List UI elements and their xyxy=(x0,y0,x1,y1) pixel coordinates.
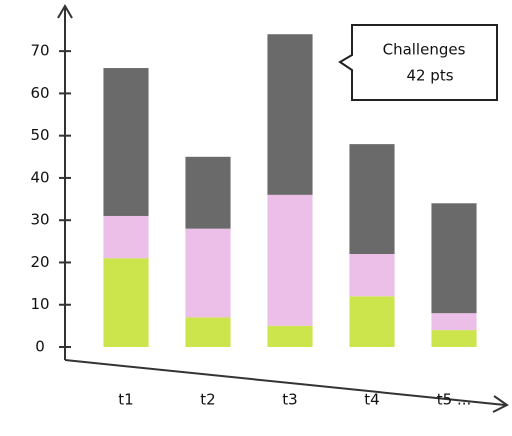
annotation-title: Challenges xyxy=(383,41,466,59)
bar-segment xyxy=(349,254,395,297)
y-tick-label: 20 xyxy=(30,253,49,271)
annotation: Challenges 42 pts xyxy=(338,24,498,101)
bar-segment xyxy=(431,330,477,347)
bar-segment xyxy=(185,317,231,347)
annotation-text: 42 pts xyxy=(406,67,453,85)
y-tick-label: 30 xyxy=(30,211,49,229)
bar-segment xyxy=(267,34,313,195)
bar-segment xyxy=(349,296,395,347)
x-axis-arrow xyxy=(492,395,509,413)
bar-segment xyxy=(267,325,313,347)
x-axis xyxy=(64,359,506,406)
y-tick-label: 10 xyxy=(30,295,49,313)
y-tick-label: 0 xyxy=(35,338,45,356)
x-tick-label: t1 xyxy=(118,391,133,409)
bar-segment xyxy=(431,313,477,331)
y-tick-label: 40 xyxy=(30,168,49,186)
x-tick-label: t2 xyxy=(200,391,215,409)
y-tick-label: 70 xyxy=(30,42,49,60)
bar-segment xyxy=(431,203,477,314)
bar-segment xyxy=(267,194,313,326)
y-axis-arrow xyxy=(57,4,73,19)
x-tick-label: t5 ... xyxy=(437,391,472,409)
bar-segment xyxy=(103,68,149,216)
annotation-box xyxy=(338,24,498,101)
bar-segment xyxy=(103,258,149,347)
bar-segment xyxy=(185,156,231,229)
bar-segment xyxy=(349,144,395,255)
y-tick-label: 50 xyxy=(30,126,49,144)
bar-segment xyxy=(103,215,149,259)
y-tick-label: 60 xyxy=(30,84,49,102)
bar-segment xyxy=(185,228,231,318)
x-tick-label: t3 xyxy=(282,391,297,409)
x-tick-label: t4 xyxy=(364,391,379,409)
